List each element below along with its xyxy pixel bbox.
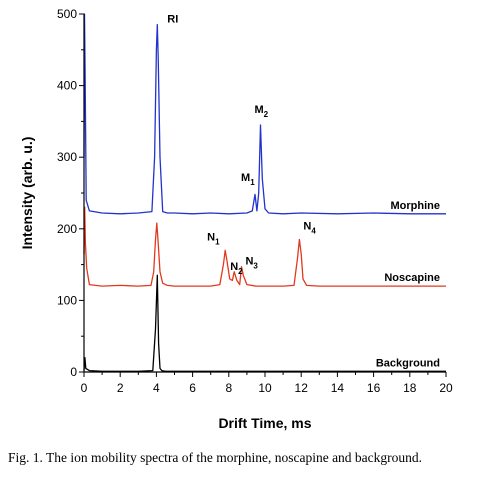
peak-label-m1: M1 (241, 172, 255, 187)
series-layer (83, 13, 446, 372)
series-label-morphine: Morphine (391, 200, 441, 212)
figure-caption: Fig. 1. The ion mobility spectra of the … (8, 450, 423, 465)
peak-label-m2: M2 (254, 104, 268, 119)
x-tick-label: 12 (295, 381, 309, 395)
x-tick-label: 16 (367, 381, 381, 395)
x-tick-label: 2 (117, 381, 124, 395)
y-axis-title: Intensity (arb. u.) (19, 137, 35, 250)
x-tick-label: 20 (439, 381, 453, 395)
series-label-noscapine: Noscapine (384, 272, 440, 284)
series-line-noscapine (83, 206, 446, 287)
y-tick-label: 200 (57, 222, 77, 236)
x-tick-label: 18 (403, 381, 417, 395)
y-tick-label: 500 (57, 7, 77, 21)
peak-label-rl: RI (167, 14, 178, 26)
series-line-morphine (83, 13, 446, 215)
peak-label-n1: N1 (207, 231, 220, 246)
peak-label-n2: N2 (230, 261, 243, 276)
x-tick-label: 14 (331, 381, 345, 395)
y-tick-label: 400 (57, 79, 77, 93)
y-tick-label: 300 (57, 150, 77, 164)
x-tick-label: 0 (81, 381, 88, 395)
x-axis-title: Drift Time, ms (218, 415, 311, 431)
series-label-background: Background (376, 357, 440, 369)
peak-label-n4: N4 (303, 221, 316, 236)
series-line-background (83, 274, 446, 372)
x-tick-label: 4 (153, 381, 160, 395)
peak-label-n3: N3 (245, 256, 258, 271)
x-tick-label: 6 (189, 381, 196, 395)
x-tick-label: 10 (258, 381, 272, 395)
x-tick-label: 8 (225, 381, 232, 395)
y-tick-label: 100 (57, 293, 77, 307)
y-tick-label: 0 (70, 365, 77, 379)
axes-layer: 0 100 200 300 400 500 0 2 4 6 8 10 12 14 16 18 20 Drift T… (19, 7, 453, 431)
